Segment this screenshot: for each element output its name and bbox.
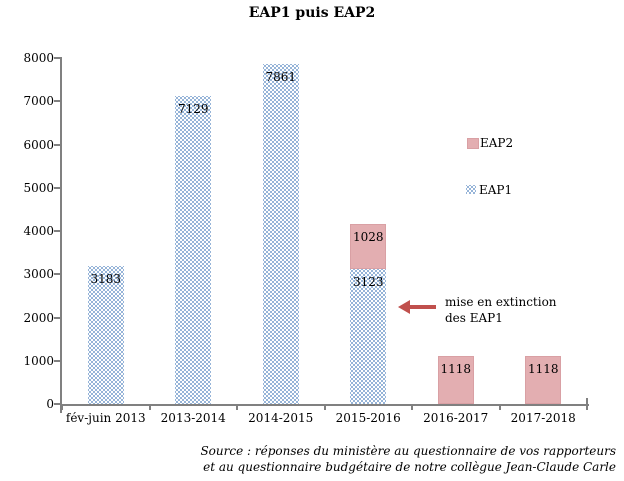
y-axis-tick	[54, 100, 60, 103]
legend-label-eap1: EAP1	[479, 183, 513, 197]
y-axis-tick	[54, 316, 60, 319]
bar-value-label: 3123	[352, 274, 384, 289]
y-axis-tick-label: 3000	[23, 267, 54, 282]
y-axis-tick	[54, 186, 60, 189]
y-axis-tick	[54, 57, 60, 59]
x-axis-line	[60, 404, 589, 406]
legend-swatch-eap2	[467, 138, 479, 149]
y-axis-tick-label: 5000	[23, 180, 54, 195]
bar-segment-eap2	[437, 355, 474, 404]
y-axis-tick	[54, 403, 60, 405]
source-line2: et au questionnaire budgétaire de notre …	[203, 460, 616, 474]
x-axis-category-label: 2014-2015	[248, 411, 314, 425]
left-arrow-icon	[398, 300, 436, 314]
y-axis-tick	[54, 273, 60, 276]
chart-title: EAP1 puis EAP2	[248, 5, 376, 21]
x-axis-end-tick	[586, 398, 588, 404]
legend-swatch-eap1	[466, 185, 476, 194]
bar-segment-eap1	[87, 266, 124, 404]
source-note: Source : réponses du ministère au questi…	[16, 443, 616, 475]
x-axis-category-label: 2017-2018	[510, 411, 576, 425]
annotation-line1: mise en extinction	[445, 295, 557, 309]
x-axis-tick	[411, 406, 413, 410]
y-axis-tick-label: 4000	[23, 224, 54, 238]
bar-segment-eap2	[350, 224, 387, 269]
y-axis-tick-label: 0	[46, 397, 54, 411]
bar-segment-eap1	[175, 95, 212, 404]
y-axis-tick-label: 2000	[23, 310, 54, 325]
bar-value-label: 3183	[90, 272, 122, 287]
x-axis-category-label: 2015-2016	[335, 411, 401, 425]
annotation-line2: des EAP1	[445, 311, 503, 325]
y-axis-tick	[54, 230, 60, 232]
bar-value-label: 7861	[265, 70, 297, 84]
bar-value-label: 1118	[527, 361, 559, 376]
bar-value-label: 7129	[177, 101, 209, 116]
x-axis-tick	[498, 406, 501, 410]
x-axis-tick	[586, 406, 588, 410]
x-axis-category-label: fév-juin 2013	[65, 411, 146, 425]
x-axis-tick	[148, 406, 151, 410]
y-axis-tick	[54, 143, 60, 146]
bar-segment-eap1	[350, 268, 387, 404]
y-axis-tick-label: 6000	[23, 137, 54, 152]
bar-segment-eap2	[525, 355, 562, 404]
y-axis-tick	[54, 359, 60, 362]
x-axis-category-label: 2013-2014	[160, 411, 226, 425]
bar-value-label: 1028	[352, 230, 384, 245]
x-axis-tick	[236, 406, 238, 410]
bar-value-label: 1118	[440, 361, 472, 376]
legend-label-eap2: EAP2	[480, 136, 514, 150]
x-axis-tick	[61, 406, 63, 410]
x-axis-tick	[323, 406, 326, 410]
y-axis-line	[60, 57, 62, 413]
x-axis-category-label: 2016-2017	[423, 411, 489, 425]
y-axis-tick-label: 7000	[23, 94, 54, 109]
y-axis-tick-label: 8000	[23, 51, 54, 65]
y-axis-tick-label: 1000	[23, 353, 54, 368]
bar-segment-eap1	[262, 64, 299, 404]
source-line1: Source : réponses du ministère au questi…	[200, 444, 616, 458]
